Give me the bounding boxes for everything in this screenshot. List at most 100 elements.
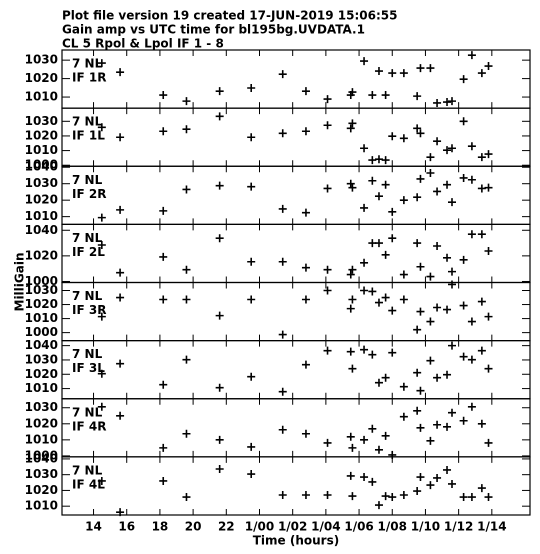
data-point — [413, 92, 422, 101]
data-point — [215, 435, 224, 444]
data-point — [416, 174, 425, 183]
data-point — [323, 286, 332, 295]
y-tick-label: 1020 — [25, 367, 58, 381]
data-point — [399, 196, 408, 205]
data-point — [97, 123, 106, 132]
data-point — [278, 490, 287, 499]
data-point — [360, 286, 369, 295]
data-point — [388, 348, 397, 357]
data-point — [97, 369, 106, 378]
data-point — [182, 295, 191, 304]
y-tick-label: 1020 — [25, 416, 58, 430]
data-point — [477, 346, 486, 355]
data-point — [247, 257, 256, 266]
panel-label: IF 2L — [72, 245, 105, 259]
data-point — [346, 270, 355, 279]
panel-label: 7 NL — [72, 347, 103, 361]
data-point — [484, 183, 493, 192]
y-tick-label: 1010 — [25, 90, 58, 104]
data-point — [278, 129, 287, 138]
data-point — [381, 431, 390, 440]
data-point — [467, 51, 476, 60]
x-tick-label: 20 — [185, 520, 202, 534]
data-point — [360, 435, 369, 444]
data-point — [459, 352, 468, 361]
panel-label: 7 NL — [72, 405, 103, 419]
title-line: Plot file version 19 created 17-JUN-2019… — [62, 9, 397, 23]
data-point — [448, 479, 456, 488]
data-point — [416, 129, 425, 138]
data-point — [182, 429, 191, 438]
data-point — [346, 471, 355, 480]
data-point — [459, 117, 468, 126]
y-tick-label: 1030 — [25, 176, 58, 190]
data-point — [323, 346, 332, 355]
data-point — [348, 88, 357, 97]
y-tick-label: 1010 — [25, 499, 58, 513]
data-point — [97, 59, 106, 68]
data-point — [182, 97, 191, 106]
data-point — [360, 203, 369, 212]
x-tick-label: 1/10 — [411, 520, 440, 534]
title-line: Gain amp vs UTC time for bl195bg.UVDATA.… — [62, 23, 365, 37]
data-point — [159, 476, 168, 485]
y-tick-label: 1020 — [25, 71, 58, 85]
data-point — [97, 213, 106, 222]
data-point — [215, 181, 224, 190]
x-tick-label: 1/00 — [245, 520, 274, 534]
y-tick-label: 1030 — [25, 467, 58, 481]
y-tick-label: 1040 — [25, 223, 58, 237]
data-point — [348, 295, 357, 304]
data-point — [301, 429, 310, 438]
data-point — [443, 422, 452, 431]
panel-label: 7 NL — [72, 57, 103, 71]
data-point — [368, 477, 377, 486]
data-point — [278, 425, 287, 434]
data-point — [116, 293, 125, 302]
data-point — [413, 368, 422, 377]
panel-label: IF 2R — [72, 187, 106, 201]
data-point — [348, 265, 357, 274]
data-point — [182, 125, 191, 134]
data-point — [374, 192, 383, 201]
data-point — [443, 370, 452, 379]
data-point — [323, 184, 332, 193]
data-point — [368, 424, 377, 433]
data-point — [381, 156, 390, 165]
data-point — [215, 234, 224, 243]
data-point — [399, 412, 408, 421]
data-point — [484, 312, 493, 321]
data-point — [159, 380, 168, 389]
panel-label: 7 NL — [72, 115, 103, 129]
data-point — [433, 187, 442, 196]
y-tick-label: 1030 — [25, 114, 58, 128]
data-point — [381, 492, 390, 501]
y-tick-label: 1010 — [25, 381, 58, 395]
data-point — [426, 272, 435, 281]
data-point — [388, 493, 397, 502]
y-tick-label: 1010 — [25, 143, 58, 157]
data-point — [374, 67, 383, 76]
y-tick-label: 1000 — [25, 158, 58, 172]
data-point — [368, 287, 377, 296]
data-point — [426, 153, 435, 162]
y-tick-label: 1020 — [25, 128, 58, 142]
data-point — [467, 402, 476, 411]
y-tick-label: 1040 — [25, 451, 58, 465]
data-point — [426, 64, 435, 73]
data-point — [346, 124, 355, 133]
data-point — [467, 355, 476, 364]
data-point — [477, 69, 486, 78]
x-tick-label: 22 — [218, 520, 235, 534]
panel-frame — [61, 456, 531, 516]
panel-label: 7 NL — [72, 289, 103, 303]
data-point — [368, 156, 377, 165]
data-point — [323, 95, 332, 104]
data-point — [360, 345, 369, 354]
data-point — [443, 305, 452, 314]
data-point — [159, 206, 168, 215]
data-point — [301, 127, 310, 136]
data-point — [484, 493, 493, 502]
data-point — [477, 153, 486, 162]
